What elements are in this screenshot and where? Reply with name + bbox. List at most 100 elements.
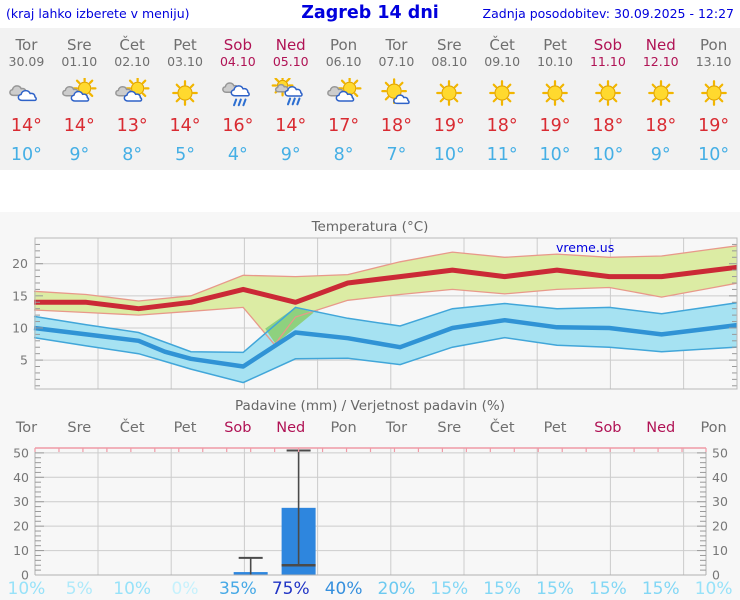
forecast-day-column: Sob 11.10 18° 10°	[581, 28, 634, 170]
precip-probability: 15%	[430, 579, 469, 599]
forecast-day-column: Sob 04.10 16° 4°	[211, 28, 264, 170]
day-name: Pon	[700, 36, 728, 54]
day-max-temperature: 18°	[645, 116, 677, 136]
y-axis-label-left: 10	[13, 543, 29, 558]
precip-probability: 0%	[171, 579, 199, 599]
forecast-day-column: Ned 12.10 18° 9°	[634, 28, 687, 170]
day-name: Ned	[275, 36, 306, 54]
max-band-border	[33, 245, 738, 302]
weather-icon-slot	[370, 78, 423, 108]
day-min-temperature: 10°	[10, 145, 42, 165]
day-max-temperature: 18°	[486, 116, 518, 136]
weather-icon-slot	[317, 78, 370, 108]
y-axis-label: 10	[12, 320, 28, 335]
day-min-temperature: 7°	[386, 145, 407, 165]
day-date: 02.10	[114, 54, 151, 69]
menu-note: (kraj lahko izberete v meniju)	[6, 6, 190, 21]
day-min-temperature: 10°	[433, 145, 465, 165]
day-min-temperature: 8°	[122, 145, 143, 165]
weather-icon-slot	[106, 78, 159, 108]
day-date: 30.09	[8, 54, 45, 69]
weather-icon-slot	[476, 78, 529, 108]
min-band-border	[33, 336, 738, 384]
precip-day-label: Pet	[543, 420, 567, 436]
precip-day-label: Čet	[489, 420, 515, 436]
day-max-temperature: 19°	[698, 116, 730, 136]
forecast-day-column: Tor 07.10 18° 7°	[370, 28, 423, 170]
y-axis-label: 5	[20, 353, 28, 368]
y-axis-label-right: 20	[712, 519, 728, 534]
max-temp-line	[34, 264, 738, 312]
forecast-day-column: Ned 05.10 14° 9°	[264, 28, 317, 170]
y-axis-label-right: 40	[712, 470, 728, 485]
day-max-temperature: 19°	[433, 116, 465, 136]
y-axis-label-left: 30	[13, 494, 29, 509]
precip-day-label: Sre	[437, 420, 462, 436]
day-min-temperature: 9°	[280, 145, 301, 165]
mostly-sunny-icon	[381, 78, 411, 105]
precip-day-label: Pon	[330, 420, 357, 436]
sunny-icon	[436, 80, 463, 106]
day-min-temperature: 9°	[650, 145, 671, 165]
forecast-day-column: Pon 06.10 17° 8°	[317, 28, 370, 170]
weather-icon-slot	[0, 78, 53, 108]
day-min-temperature: 10°	[698, 145, 730, 165]
precip-day-label: Tor	[385, 420, 408, 436]
page-title: Zagreb 14 dni	[301, 3, 439, 23]
precipitation-chart-title: Padavine (mm) / Verjetnost padavin (%)	[235, 398, 505, 414]
day-max-temperature: 13°	[116, 116, 148, 136]
day-min-temperature: 11°	[486, 145, 518, 165]
precip-day-labels: Tor Sre Čet Pet Sob Ned Pon Tor Sre Čet Pet Sob Ned P…	[0, 418, 740, 440]
weather-icon-slot	[211, 78, 264, 108]
sun-rain-icon	[271, 78, 303, 106]
precip-probability: 10%	[694, 579, 733, 599]
weather-icon-slot	[53, 78, 106, 108]
cloudy-icon	[9, 85, 38, 102]
precip-day-label: Pet	[173, 420, 197, 436]
partly-cloudy-icon	[326, 78, 362, 102]
day-name: Čet	[119, 36, 145, 54]
precip-day-label: Ned	[646, 420, 676, 436]
weather-icon-slot	[423, 78, 476, 108]
precip-probability: 40%	[324, 579, 363, 599]
day-name: Pon	[329, 36, 358, 54]
day-date: 06.10	[325, 54, 362, 69]
day-name: Čet	[489, 36, 515, 54]
weather-icon-slot	[529, 78, 582, 108]
day-min-temperature: 8°	[333, 145, 354, 165]
day-max-temperature: 16°	[222, 116, 254, 136]
forecast-day-column: Pon 13.10 19° 10°	[687, 28, 740, 170]
day-max-temperature: 14°	[169, 116, 201, 136]
day-min-temperature: 10°	[539, 145, 571, 165]
day-date: 08.10	[431, 54, 468, 69]
sunny-icon	[489, 80, 515, 106]
day-name: Sre	[66, 36, 92, 54]
precip-day-label: Sob	[224, 420, 252, 436]
precip-day-label: Ned	[276, 420, 306, 436]
precip-probability: 5%	[65, 579, 93, 599]
precip-probability: 15%	[536, 579, 574, 599]
day-max-temperature: 19°	[539, 116, 571, 136]
temperature-chart: 5 10 15 20 vreme.us	[12, 237, 738, 390]
day-max-temperature: 14°	[275, 116, 307, 136]
day-name: Sob	[223, 36, 252, 54]
day-min-temperature: 4°	[227, 145, 248, 165]
day-name: Tor	[385, 36, 408, 54]
day-date: 13.10	[695, 54, 732, 69]
rain-icon	[221, 82, 250, 107]
precip-probability: 10%	[113, 579, 152, 599]
day-date: 04.10	[219, 54, 256, 69]
y-axis-label: 15	[12, 288, 28, 303]
y-axis-label-right: 30	[712, 494, 728, 509]
forecast-strip: Tor 30.09 14° 10° Sre 01.10 14° 9° Čet 0…	[0, 28, 740, 170]
y-axis-label-left: 40	[13, 470, 29, 485]
precip-probability: 10%	[7, 579, 46, 599]
y-axis-label-right: 10	[712, 543, 728, 558]
sunny-icon	[700, 80, 727, 106]
y-axis-label-right: 0	[712, 568, 720, 581]
vreme-us-watermark[interactable]: vreme.us	[556, 240, 614, 255]
weather-icon-slot	[687, 78, 740, 108]
partly-cloudy-icon	[115, 78, 150, 102]
day-name: Pet	[543, 36, 567, 54]
precip-probability-row: 10% 5% 10% 0% 35% 75% 40% 20% 15% 15% 15% 15% 15% 10%	[0, 580, 740, 600]
